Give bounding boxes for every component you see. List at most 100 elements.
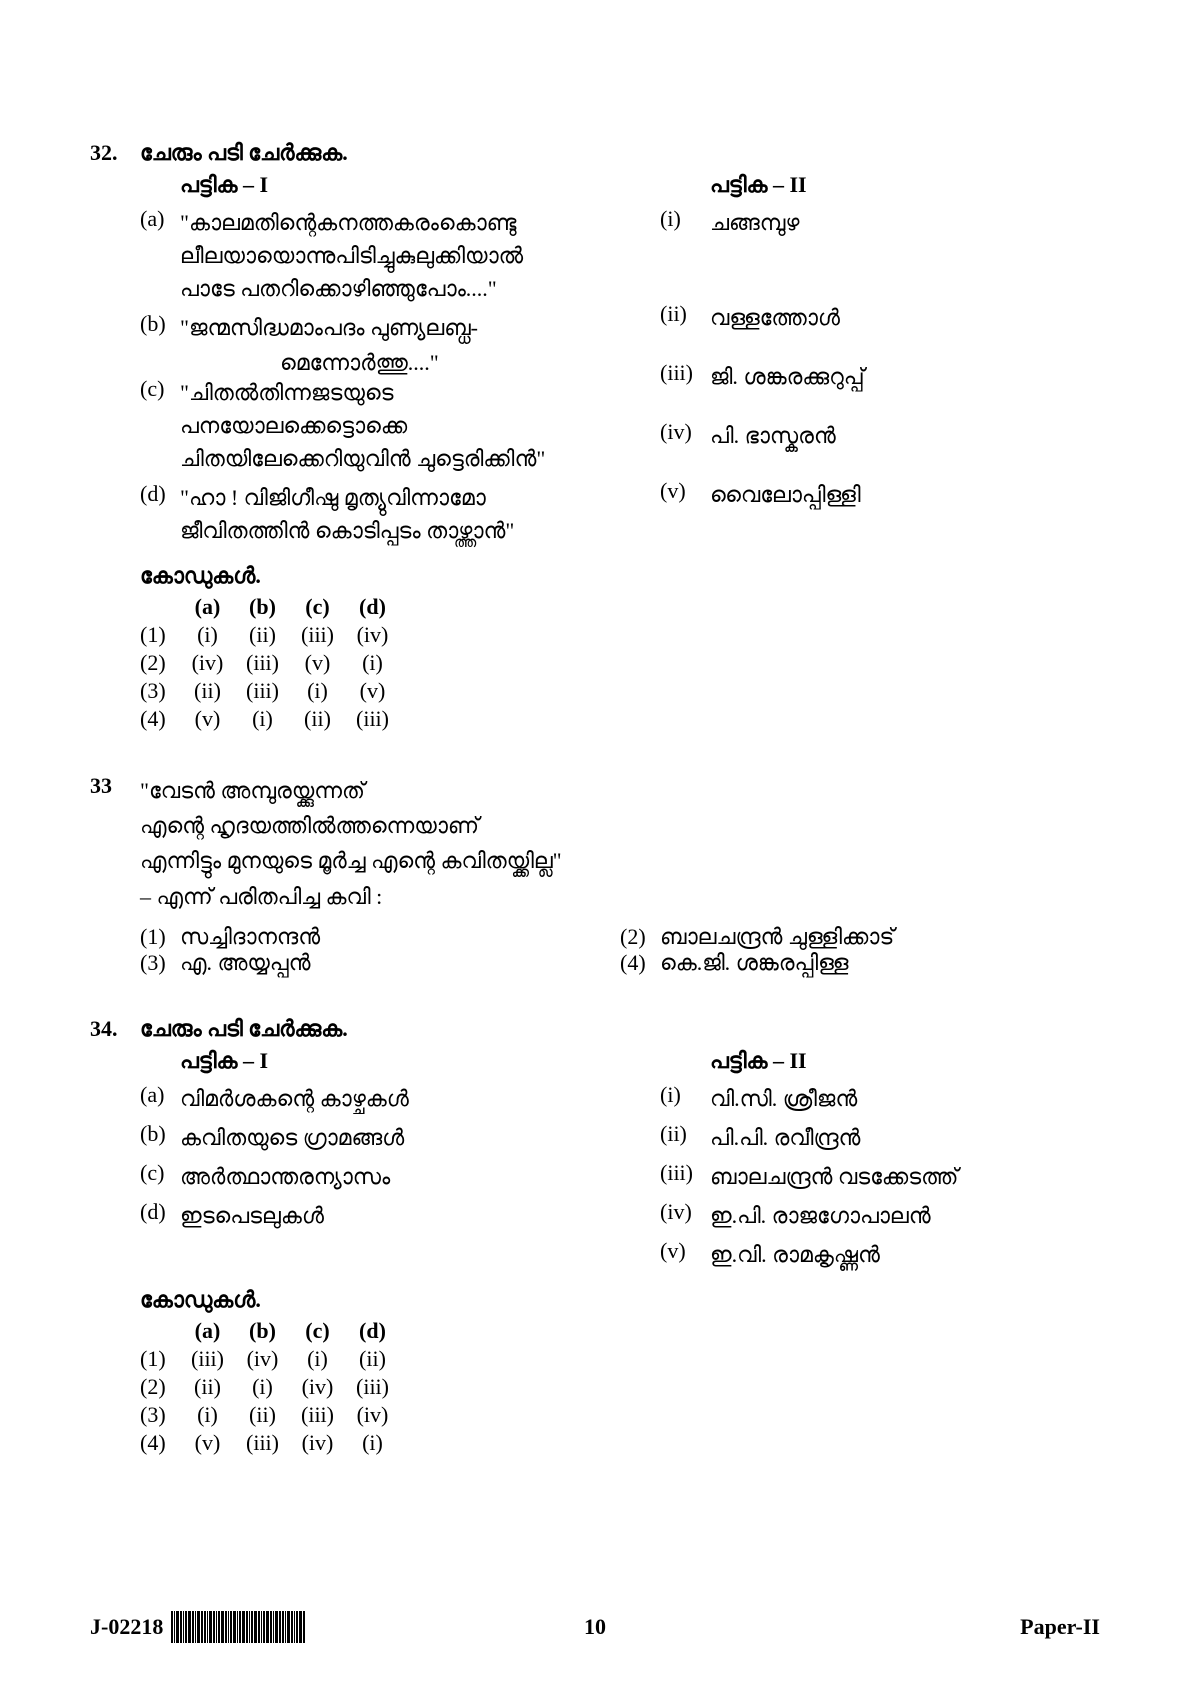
codes-cell: (iv) [180,649,235,677]
codes-cell: (i) [180,621,235,649]
page-footer: J-02218 10 Paper-II [0,1611,1190,1643]
list-text: പി. ഭാസ്കരൻ [710,419,1100,452]
codes-cell: (4) [140,1429,180,1457]
list-text: കവിതയുടെ ഗ്രാമങ്ങൾ [180,1121,620,1154]
list-text: അർത്ഥാന്തരന്യാസം [180,1160,620,1193]
codes-cell: (3) [140,677,180,705]
list-label: (v) [660,478,710,511]
list-label: (b) [140,1121,180,1154]
codes-cell: (ii) [290,705,345,733]
list-text: വി.സി. ശ്രീജൻ [710,1082,1100,1115]
codes-cell: (v) [345,677,400,705]
list-label: (i) [660,1082,710,1115]
codes-cell: (ii) [345,1345,400,1373]
list-text: "ജന്മസിദ്ധമാംപദം പുണ്യലബ്ധ- [180,311,620,344]
list-2: പട്ടിക – II (i)വി.സി. ശ്രീജൻ (ii)പി.പി. … [620,1048,1100,1277]
question-32: 32. ചേരും പടി ചേർക്കുക. പട്ടിക – I (a) "… [90,140,1100,733]
question-title: ചേരും പടി ചേർക്കുക. [140,1016,1100,1042]
option-label: (3) [140,950,180,976]
list-1-heading: പട്ടിക – I [180,172,620,198]
list-label: (ii) [660,1121,710,1154]
list-label: (iii) [660,1160,710,1193]
list-1-heading: പട്ടിക – I [180,1048,620,1074]
list-label: (iv) [660,419,710,452]
question-number: 34. [90,1016,140,1042]
list-label: (iv) [660,1199,710,1232]
codes-cell: (b) [235,1317,290,1345]
codes-heading: കോഡുകൾ. [140,563,1100,589]
option-label: (1) [140,924,180,950]
codes-cell: (v) [180,705,235,733]
codes-cell: (ii) [180,1373,235,1401]
list-1: പട്ടിക – I (a)വിമർശകന്റെ കാഴ്ചകൾ (b)കവിത… [140,1048,620,1277]
question-34: 34. ചേരും പടി ചേർക്കുക. പട്ടിക – I (a)വി… [90,1016,1100,1457]
list-2-heading: പട്ടിക – II [710,172,1100,198]
codes-table: (a) (b) (c) (d) (1)(iii)(iv)(i)(ii) (2)(… [140,1317,400,1457]
codes-cell: (iv) [290,1373,345,1401]
question-title: ചേരും പടി ചേർക്കുക. [140,140,1100,166]
list-2-heading: പട്ടിക – II [710,1048,1100,1074]
list-label: (d) [140,1199,180,1232]
list-label: (i) [660,206,710,239]
codes-cell: (d) [345,593,400,621]
question-stem: "വേടൻ അമ്പുരയ്ക്കുന്നത് എന്റെ ഹൃദയത്തിൽത… [140,773,1100,914]
codes-cell: (v) [180,1429,235,1457]
question-number: 32. [90,140,140,166]
codes-cell: (v) [290,649,345,677]
list-label: (b) [140,311,180,344]
list-label: (ii) [660,301,710,334]
codes-cell: (iv) [345,1401,400,1429]
paper-label: Paper-II [1020,1614,1100,1640]
list-label: (v) [660,1238,710,1271]
list-text: "ചിതൽതിന്നജടയുടെ പനയോലക്കെട്ടൊക്കെ ചിതയി… [180,376,620,475]
codes-cell: (i) [180,1401,235,1429]
list-text: ഇ.പി. രാജഗോപാലൻ [710,1199,1100,1232]
list-text: ചങ്ങമ്പുഴ [710,206,1100,239]
list-text: വള്ളത്തോൾ [710,301,1100,334]
list-label: (a) [140,206,180,305]
codes-cell: (a) [180,1317,235,1345]
list-label: (c) [140,376,180,475]
question-number: 33 [90,773,140,799]
option-text: ബാലചന്ദ്രൻ ചുള്ളിക്കാട് [660,924,894,950]
list-text: ജി. ശങ്കരക്കുറുപ്പ് [710,360,1100,393]
list-text: "കാലമതിന്റെകനത്തകരംകൊണ്ടു ലീലയായൊന്നുപിട… [180,206,620,305]
footer-code: J-02218 [90,1614,163,1640]
list-text: വിമർശകന്റെ കാഴ്ചകൾ [180,1082,620,1115]
codes-cell: (c) [290,593,345,621]
codes-cell: (iii) [235,649,290,677]
codes-cell: (iii) [345,705,400,733]
codes-cell: (iv) [235,1345,290,1373]
list-text: ഇടപെടലുകൾ [180,1199,620,1232]
codes-cell: (d) [345,1317,400,1345]
codes-cell: (1) [140,621,180,649]
codes-cell: (iv) [345,621,400,649]
codes-cell: (iii) [235,677,290,705]
codes-cell: (iii) [345,1373,400,1401]
list-text: "ഹാ ! വിജിഗീഷു മൃത്യുവിന്നാമോ ജീവിതത്തിൻ… [180,481,620,547]
option-text: എ. അയ്യപ്പൻ [180,950,310,976]
codes-cell: (i) [290,1345,345,1373]
options: (1)സച്ചിദാനന്ദൻ (2)ബാലചന്ദ്രൻ ചുള്ളിക്കാ… [140,924,1100,976]
list-text: ഇ.വി. രാമകൃഷ്ണൻ [710,1238,1100,1271]
list-text-sub: മെന്നോർത്തു...." [140,350,620,376]
option-label: (2) [620,924,660,950]
codes-cell: (i) [235,705,290,733]
list-text: പി.പി. രവീന്ദ്രൻ [710,1121,1100,1154]
list-text: ബാലചന്ദ്രൻ വടക്കേടത്ത് [710,1160,1100,1193]
list-label: (iii) [660,360,710,393]
codes-cell: (b) [235,593,290,621]
question-33: 33 "വേടൻ അമ്പുരയ്ക്കുന്നത് എന്റെ ഹൃദയത്ത… [90,773,1100,976]
codes-cell: (i) [345,649,400,677]
option-label: (4) [620,950,660,976]
list-1: പട്ടിക – I (a) "കാലമതിന്റെകനത്തകരംകൊണ്ടു… [140,172,620,553]
codes-cell: (i) [290,677,345,705]
list-text: വൈലോപ്പിള്ളി [710,478,1100,511]
codes-cell: (ii) [235,1401,290,1429]
codes-cell: (c) [290,1317,345,1345]
codes-cell [140,1317,180,1345]
list-label: (c) [140,1160,180,1193]
option-text: സച്ചിദാനന്ദൻ [180,924,320,950]
codes-cell: (iv) [290,1429,345,1457]
list-2: പട്ടിക – II (i)ചങ്ങമ്പുഴ (ii)വള്ളത്തോൾ (… [620,172,1100,553]
